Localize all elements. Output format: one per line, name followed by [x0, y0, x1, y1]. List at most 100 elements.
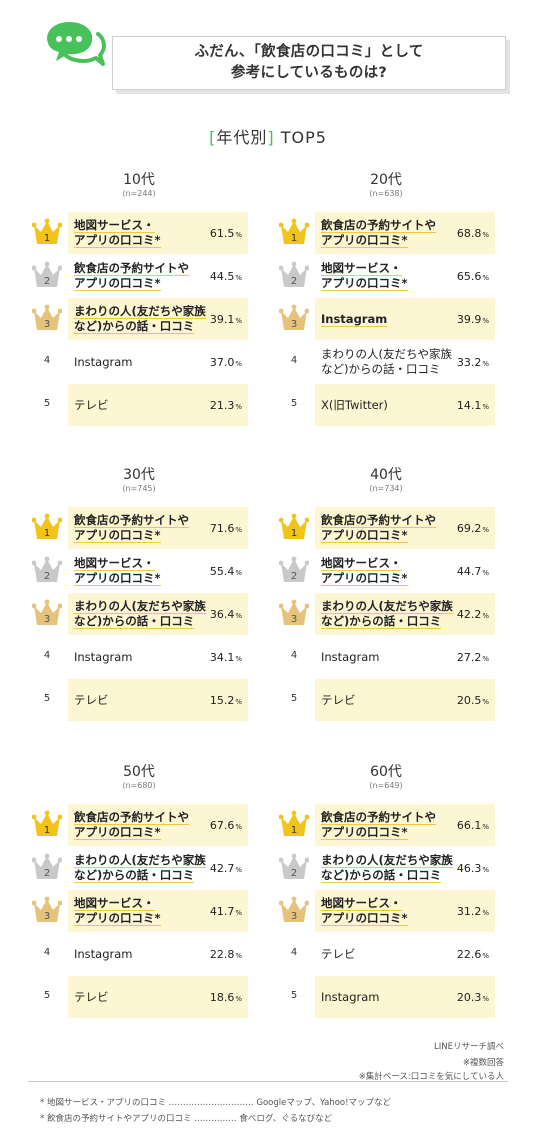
item-label-line: Instagram [74, 354, 133, 369]
item-label-line: アプリの口コミ* [74, 233, 161, 248]
item-label-line: アプリの口コミ* [321, 911, 408, 926]
value-number: 20.5 [456, 693, 482, 707]
item-label: テレビ [321, 679, 451, 721]
item-label-line: など)からの話・口コミ [74, 614, 195, 629]
percent-sign: % [482, 654, 489, 663]
value-number: 34.1 [209, 650, 235, 664]
rank-number: 5 [43, 693, 51, 704]
age-panel: 30代 (n=745) 1 飲食店の予約サイトや アプリの口コミ* 71.6% 2 地図サービ… [30, 467, 248, 723]
credit-source: LINEリサーチ調べ [434, 1042, 504, 1052]
section-bracket-close: ] [267, 128, 275, 147]
percent-sign: % [482, 822, 489, 831]
bronze-crown-icon: 3 [277, 593, 311, 635]
item-label: Instagram [321, 298, 451, 340]
rank-number: 3 [44, 911, 50, 922]
rank-row: 1 地図サービス・ アプリの口コミ* 61.5% [30, 212, 248, 254]
rank-item-box: まわりの人(友だちや家族 など)からの話・口コミ 46.3% [315, 847, 495, 889]
footnote-divider [28, 1081, 508, 1082]
item-value: 22.6% [457, 933, 489, 975]
percent-sign: % [235, 994, 242, 1003]
rank-item-box: 地図サービス・ アプリの口コミ* 31.2% [315, 890, 495, 932]
credit-multiple: ※複数回答 [462, 1058, 504, 1068]
rank-row: 3 Instagram 39.9% [277, 298, 495, 340]
rank-number: 1 [44, 528, 50, 539]
rank-row: 5 テレビ 20.5% [277, 679, 495, 721]
percent-sign: % [482, 316, 489, 325]
rank-row: 1 飲食店の予約サイトや アプリの口コミ* 71.6% [30, 507, 248, 549]
rank-number-cell: 5 [277, 384, 311, 426]
item-value: 42.7% [210, 847, 242, 889]
rank-number-cell: 4 [30, 341, 64, 383]
item-label-line: など)からの話・口コミ [74, 319, 195, 334]
item-label-line: 地図サービス・ [321, 261, 402, 276]
rank-item-box: 地図サービス・ アプリの口コミ* 41.7% [68, 890, 248, 932]
item-label-line: アプリの口コミ* [321, 825, 408, 840]
rank-number: 1 [291, 528, 297, 539]
item-value: 20.5% [457, 679, 489, 721]
item-value: 71.6% [210, 507, 242, 549]
item-label-line: 地図サービス・ [74, 218, 155, 233]
rank-item-box: X(旧Twitter) 14.1% [315, 384, 495, 426]
item-label: 飲食店の予約サイトや アプリの口コミ* [321, 212, 451, 254]
age-panel: 40代 (n=734) 1 飲食店の予約サイトや アプリの口コミ* 69.2% 2 地図サービ… [277, 467, 495, 723]
percent-sign: % [235, 908, 242, 917]
rank-item-box: 地図サービス・ アプリの口コミ* 65.6% [315, 255, 495, 297]
value-number: 41.7 [209, 904, 235, 918]
percent-sign: % [482, 273, 489, 282]
rank-row: 4 Instagram 22.8% [30, 933, 248, 975]
item-label: 地図サービス・ アプリの口コミ* [321, 890, 451, 932]
age-panel: 50代 (n=680) 1 飲食店の予約サイトや アプリの口コミ* 67.6% 2 まわりの人… [30, 764, 248, 1020]
rank-number-cell: 4 [277, 933, 311, 975]
rank-number: 1 [291, 233, 297, 244]
rank-item-box: Instagram 27.2% [315, 636, 495, 678]
item-value: 15.2% [210, 679, 242, 721]
item-label-line: まわりの人(友だちや家族 [74, 304, 206, 319]
item-label: 飲食店の予約サイトや アプリの口コミ* [74, 804, 204, 846]
rank-row: 4 Instagram 37.0% [30, 341, 248, 383]
item-label: 飲食店の予約サイトや アプリの口コミ* [74, 255, 204, 297]
item-label-line: Instagram [321, 311, 388, 327]
item-value: 69.2% [457, 507, 489, 549]
item-label-line: アプリの口コミ* [74, 911, 161, 926]
item-label: X(旧Twitter) [321, 384, 451, 426]
item-label: 地図サービス・ アプリの口コミ* [321, 550, 451, 592]
rank-row: 1 飲食店の予約サイトや アプリの口コミ* 69.2% [277, 507, 495, 549]
value-number: 71.6 [209, 521, 235, 535]
rank-item-box: まわりの人(友だちや家族 など)からの話・口コミ 42.2% [315, 593, 495, 635]
item-label: テレビ [74, 679, 204, 721]
rank-row: 2 まわりの人(友だちや家族 など)からの話・口コミ 46.3% [277, 847, 495, 889]
item-label-line: まわりの人(友だちや家族 [321, 347, 452, 361]
item-label-line: など)からの話・口コミ [321, 362, 441, 376]
silver-crown-icon: 2 [30, 550, 64, 592]
percent-sign: % [482, 865, 489, 874]
age-panel: 20代 (n=638) 1 飲食店の予約サイトや アプリの口コミ* 68.8% 2 地図サービ… [277, 172, 495, 428]
item-label: まわりの人(友だちや家族 など)からの話・口コミ [321, 341, 452, 383]
item-label-line: 地図サービス・ [321, 556, 402, 571]
rank-item-box: まわりの人(友だちや家族 など)からの話・口コミ 39.1% [68, 298, 248, 340]
item-label-line: 飲食店の予約サイトや [321, 810, 436, 825]
value-number: 44.5 [209, 269, 235, 283]
item-label-line: Instagram [74, 649, 133, 664]
value-number: 15.2 [209, 693, 235, 707]
age-label: 40代 [370, 467, 402, 483]
item-value: 34.1% [210, 636, 242, 678]
rank-number: 1 [44, 825, 50, 836]
rank-row: 3 まわりの人(友だちや家族 など)からの話・口コミ 39.1% [30, 298, 248, 340]
rank-item-box: 飲食店の予約サイトや アプリの口コミ* 71.6% [68, 507, 248, 549]
gold-crown-icon: 1 [30, 212, 64, 254]
value-number: 31.2 [456, 904, 482, 918]
age-header: 20代 (n=638) [277, 172, 495, 199]
value-number: 37.0 [209, 355, 235, 369]
item-value: 66.1% [457, 804, 489, 846]
rank-number: 3 [44, 614, 50, 625]
gold-crown-icon: 1 [277, 804, 311, 846]
value-number: 55.4 [209, 564, 235, 578]
item-value: 36.4% [210, 593, 242, 635]
rank-item-box: テレビ 21.3% [68, 384, 248, 426]
rank-number-cell: 4 [30, 933, 64, 975]
rank-row: 5 Instagram 20.3% [277, 976, 495, 1018]
item-label: 地図サービス・ アプリの口コミ* [74, 890, 204, 932]
rank-number-cell: 5 [277, 976, 311, 1018]
rank-item-box: Instagram 37.0% [68, 341, 248, 383]
item-label-line: 地図サービス・ [74, 556, 155, 571]
